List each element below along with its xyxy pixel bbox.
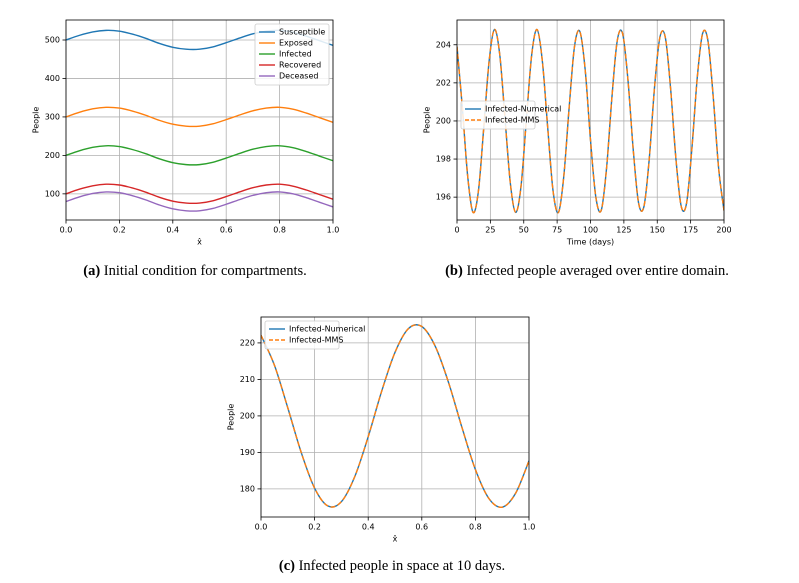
y-tick-label: 300 <box>45 112 60 121</box>
x-tick-label: 1.0 <box>523 523 536 532</box>
legend-label: Deceased <box>279 72 318 81</box>
series-line <box>66 191 333 212</box>
plot-frame <box>456 19 725 221</box>
legend: Susceptible Exposed Infected Recovered Decea… <box>254 23 330 86</box>
chart: 0.0 0.2 0.4 0.6 0.8 1.0 100 200 300 400 500 x̂ Peopl… <box>32 19 340 279</box>
legend-label: Infected-Numerical <box>289 325 365 334</box>
x-tick-label: 50 <box>519 226 529 235</box>
x-tick-label: 0.6 <box>415 523 428 532</box>
x-tick-label: 0.0 <box>255 523 268 532</box>
legend-label: Infected-MMS <box>289 336 343 345</box>
caption-text: Infected people averaged over entire dom… <box>466 263 728 279</box>
x-tick-label: 1.0 <box>327 226 340 235</box>
series-line <box>66 106 333 128</box>
y-axis-label: People <box>423 107 432 134</box>
caption-label: (a) <box>83 263 100 279</box>
y-axis-label: People <box>32 107 41 134</box>
y-tick-label: 180 <box>240 484 255 493</box>
x-tick-label: 0.6 <box>220 226 233 235</box>
x-tick-label: 0.4 <box>166 226 179 235</box>
y-tick-label: 202 <box>436 78 451 87</box>
y-tick-label: 198 <box>436 155 451 164</box>
x-axis-label: x̂ <box>393 534 398 544</box>
x-tick-label: 75 <box>552 226 562 235</box>
x-tick-label: 0.8 <box>469 523 482 532</box>
y-tick-label: 500 <box>45 36 60 45</box>
caption: (a) Initial condition for compartments. <box>83 263 307 279</box>
legend: Infected-Numerical Infected-MMS <box>264 320 365 350</box>
plot-frame <box>260 316 530 518</box>
y-tick-label: 204 <box>436 40 451 49</box>
y-tick-label: 200 <box>436 116 451 125</box>
x-axis-label: Time (days) <box>566 238 614 247</box>
series-line <box>261 324 529 508</box>
x-tick-label: 175 <box>683 226 698 235</box>
chart: 0 25 50 75 100 125 150 175 200 196 198 200 202 204 Tim… <box>423 19 732 279</box>
legend-frame <box>264 320 340 350</box>
chart: 0.0 0.2 0.4 0.6 0.8 1.0 180 190 200 210 220 x̂ Peopl… <box>227 316 536 574</box>
legend-label: Recovered <box>279 61 321 70</box>
y-axis-label: People <box>227 404 236 431</box>
legend-frame <box>254 23 330 86</box>
series-line <box>66 145 333 166</box>
y-tick-label: 196 <box>436 193 451 202</box>
y-tick-label: 100 <box>45 189 60 198</box>
x-tick-label: 125 <box>616 226 631 235</box>
caption: (c) Infected people in space at 10 days. <box>279 558 505 574</box>
y-tick-label: 200 <box>240 411 255 420</box>
series-line <box>457 28 724 214</box>
x-tick-label: 0 <box>454 226 459 235</box>
x-axis-label: x̂ <box>197 237 202 247</box>
caption-text: Initial condition for compartments. <box>104 263 307 279</box>
caption: (b) Infected people averaged over entire… <box>445 263 729 279</box>
legend-label: Infected <box>279 50 312 59</box>
x-tick-label: 0.4 <box>362 523 375 532</box>
x-tick-label: 0.2 <box>308 523 321 532</box>
x-tick-label: 100 <box>583 226 598 235</box>
y-tick-label: 200 <box>45 151 60 160</box>
caption-label: (b) <box>445 263 463 279</box>
series-line <box>66 183 333 205</box>
y-tick-label: 220 <box>240 338 255 347</box>
y-tick-label: 210 <box>240 375 255 384</box>
y-tick-label: 190 <box>240 448 255 457</box>
legend-label: Susceptible <box>279 28 325 37</box>
x-tick-label: 25 <box>485 226 495 235</box>
caption-label: (c) <box>279 558 295 574</box>
legend: Infected-Numerical Infected-MMS <box>460 100 561 130</box>
x-tick-label: 0.2 <box>113 226 126 235</box>
legend-frame <box>460 100 536 130</box>
x-tick-label: 0.8 <box>273 226 286 235</box>
y-tick-label: 400 <box>45 74 60 83</box>
x-tick-label: 0.0 <box>60 226 73 235</box>
x-tick-label: 150 <box>650 226 665 235</box>
caption-text: Infected people in space at 10 days. <box>299 558 506 574</box>
legend-label: Infected-MMS <box>485 116 539 125</box>
x-tick-label: 200 <box>716 226 731 235</box>
legend-label: Infected-Numerical <box>485 105 561 114</box>
legend-label: Exposed <box>279 39 313 48</box>
plot-frame <box>65 19 334 221</box>
